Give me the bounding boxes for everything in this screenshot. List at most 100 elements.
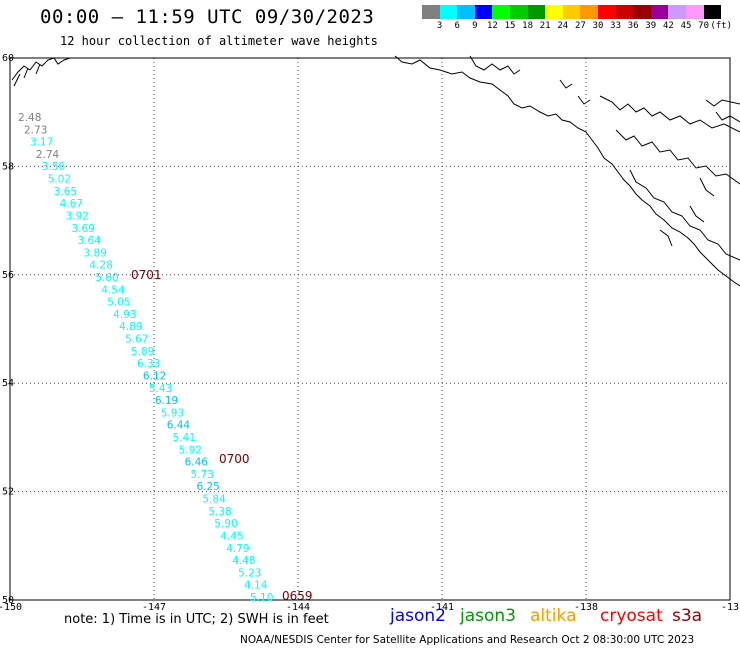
satellite-label-s3a: s3a xyxy=(672,606,703,626)
legend-swatch xyxy=(703,5,722,19)
legend-swatch xyxy=(527,5,546,19)
swh-value: 3.64 xyxy=(77,235,101,247)
legend-tick: 27 xyxy=(574,21,586,31)
swh-value: 5.10 xyxy=(250,592,273,604)
lat-label: 52 xyxy=(2,487,14,498)
satellite-label-cryosat: cryosat xyxy=(600,606,663,626)
swh-value: 3.65 xyxy=(54,186,77,198)
legend-swatch xyxy=(545,5,563,19)
legend-tick: 18 xyxy=(522,21,534,31)
axis-labels: -150 -147 -144 -141 -138 -13 60 58 56 54 52 50 xyxy=(0,53,739,613)
swh-value: 4.79 xyxy=(226,543,249,555)
lat-lon-grid xyxy=(9,57,731,601)
satellite-label-jason3: jason3 xyxy=(460,606,516,626)
coastline xyxy=(11,55,740,287)
swh-value: 2.73 xyxy=(24,124,47,136)
legend-tick: 45 xyxy=(680,21,692,31)
swh-value: 5.67 xyxy=(125,334,148,346)
legend-swatch xyxy=(615,5,634,19)
swh-value: 3.92 xyxy=(66,210,89,222)
swh-value: 5.84 xyxy=(202,494,226,506)
map-frame xyxy=(9,57,731,601)
lon-label: -144 xyxy=(286,602,310,613)
lon-label: -150 xyxy=(0,602,22,613)
legend-swatch xyxy=(509,5,528,19)
swh-value: 6.12 xyxy=(143,370,166,382)
altimeter-track: 2.482.733.172.743.565.023.654.673.923.69… xyxy=(18,112,273,604)
swh-value: 2.74 xyxy=(36,149,60,161)
swh-value: 5.92 xyxy=(179,444,202,456)
satellite-label-altika: altika xyxy=(530,606,577,626)
legend-swatch xyxy=(474,5,493,19)
legend-tick: 33 xyxy=(610,21,622,31)
legend-swatch xyxy=(457,5,475,19)
swh-value: 4.14 xyxy=(244,580,268,592)
swh-value: 3.17 xyxy=(30,137,53,149)
legend-swatch xyxy=(580,5,598,19)
swh-value: 4.89 xyxy=(119,321,142,333)
lat-label: 56 xyxy=(2,270,14,281)
swh-value: 3.89 xyxy=(83,247,106,259)
lat-label: 60 xyxy=(2,53,14,64)
swh-value: 5.60 xyxy=(95,272,118,284)
swh-value: 6.46 xyxy=(185,457,209,469)
swh-value: 4.93 xyxy=(113,309,136,321)
swh-value: 6.33 xyxy=(137,358,160,370)
swh-value: 5.05 xyxy=(107,297,130,309)
legend-swatch xyxy=(650,5,669,19)
lat-label: 54 xyxy=(2,378,14,389)
legend-tick: 39 xyxy=(645,21,657,31)
note-text: note: 1) Time is in UTC; 2) SWH is in fe… xyxy=(64,612,329,627)
swh-value: 5.23 xyxy=(238,567,261,579)
legend-tick: (ft) xyxy=(710,21,733,31)
page-subtitle: 12 hour collection of altimeter wave hei… xyxy=(60,34,378,48)
swh-value: 4.54 xyxy=(101,284,125,296)
legend-tick: 12 xyxy=(486,21,498,31)
legend-tick: 6 xyxy=(454,21,460,31)
swh-value: 6.44 xyxy=(167,420,191,432)
track-time-label: 0700 xyxy=(219,452,250,466)
swh-value: 5.93 xyxy=(161,407,184,419)
swh-value: 5.89 xyxy=(131,346,154,358)
lon-label: -138 xyxy=(574,602,598,613)
lon-label: -13 xyxy=(721,602,739,613)
legend-swatch xyxy=(422,5,440,19)
footer-credit: NOAA/NESDIS Center for Satellite Applica… xyxy=(240,634,695,646)
legend-tick: 24 xyxy=(557,21,569,31)
color-legend xyxy=(422,5,722,19)
legend-tick: 36 xyxy=(627,21,639,31)
swh-value: 5.41 xyxy=(173,432,196,444)
legend-swatch xyxy=(562,5,581,19)
legend-tick: 21 xyxy=(539,21,551,31)
swh-value: 5.02 xyxy=(48,174,71,186)
lat-label: 50 xyxy=(2,595,14,606)
page-title: 00:00 — 11:59 UTC 09/30/2023 xyxy=(40,6,375,28)
lat-label: 58 xyxy=(2,161,14,172)
track-time-label: 0659 xyxy=(282,589,313,603)
legend-swatch xyxy=(633,5,651,19)
legend-swatch xyxy=(668,5,686,19)
legend-swatch xyxy=(492,5,510,19)
legend-tick: 9 xyxy=(472,21,478,31)
swh-value: 4.48 xyxy=(232,555,255,567)
swh-value: 3.56 xyxy=(42,161,66,173)
swh-value: 2.48 xyxy=(18,112,41,124)
swh-value: 5.90 xyxy=(214,518,237,530)
legend-tick: 30 xyxy=(592,21,604,31)
satellite-label-jason2: jason2 xyxy=(390,606,446,626)
lon-label: -141 xyxy=(430,602,454,613)
track-times: 0701 0700 0659 xyxy=(131,268,313,603)
swh-value: 5.38 xyxy=(208,506,231,518)
color-legend-ticks: 3 6 9 12 15 18 21 24 27 30 33 36 39 42 45 70 (ft) xyxy=(422,21,740,33)
swh-value: 6.25 xyxy=(196,481,219,493)
swh-value: 5.73 xyxy=(191,469,214,481)
swh-value: 6.19 xyxy=(155,395,178,407)
track-time-label: 0701 xyxy=(131,268,162,282)
swh-value: 4.67 xyxy=(60,198,83,210)
legend-tick: 15 xyxy=(504,21,516,31)
legend-swatch xyxy=(685,5,704,19)
legend-tick: 3 xyxy=(436,21,443,31)
swh-value: 4.45 xyxy=(220,530,243,542)
legend-tick: 42 xyxy=(662,21,674,31)
